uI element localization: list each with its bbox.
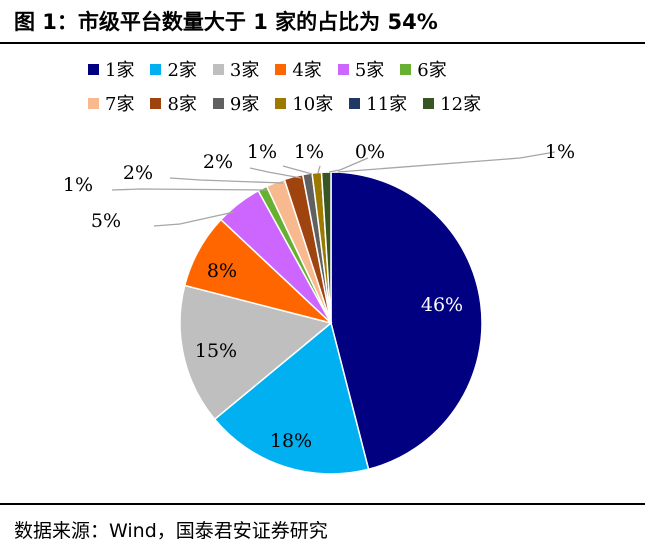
data-label: 18% <box>270 430 312 452</box>
legend-swatch <box>88 63 99 75</box>
legend-swatch <box>150 97 162 109</box>
legend-item: 4家 <box>275 56 322 82</box>
data-label: 5% <box>91 210 121 232</box>
legend-item: 2家 <box>150 56 197 82</box>
leader-line <box>111 188 268 191</box>
legend-swatch <box>212 63 224 75</box>
legend-label: 3家 <box>229 60 260 81</box>
data-label: 1% <box>247 141 277 163</box>
leader-line <box>317 165 321 174</box>
pie-slice <box>213 321 370 475</box>
data-label: 1% <box>63 174 93 196</box>
leader-line <box>328 157 369 173</box>
top-rule <box>0 42 645 44</box>
legend-label: 10家 <box>292 94 334 115</box>
legend-swatch <box>212 97 224 109</box>
legend-swatch <box>400 63 412 75</box>
data-label: 8% <box>207 260 237 282</box>
legend-label: 12家 <box>440 94 482 115</box>
legend-item: 11家 <box>349 90 407 116</box>
leader-line <box>337 151 556 173</box>
data-label: 1% <box>294 141 324 163</box>
legend-label: 7家 <box>105 94 135 115</box>
source-note: 数据来源：Wind，国泰君安证券研究 <box>14 520 328 542</box>
legend-label: 8家 <box>167 94 197 115</box>
legend-item: 5家 <box>337 56 385 82</box>
pie-slice <box>179 284 333 421</box>
legend-label: 6家 <box>417 60 447 81</box>
legend-swatch <box>423 97 435 109</box>
legend-label: 1家 <box>105 60 135 81</box>
data-label: 2% <box>203 151 233 173</box>
pie-slice <box>330 171 483 471</box>
legend-item: 6家 <box>400 56 447 82</box>
data-label: 2% <box>123 162 153 184</box>
data-label: 1% <box>545 141 575 163</box>
legend-label: 5家 <box>354 60 385 81</box>
legend-item: 8家 <box>150 90 197 116</box>
legend-item: 7家 <box>88 90 134 116</box>
legend-swatch <box>275 63 287 75</box>
legend-item: 10家 <box>275 90 333 116</box>
legend-swatch <box>337 63 349 75</box>
bottom-rule <box>0 503 645 505</box>
legend: 1家 2家 3家 4家 5家 6家 7家 8家 9家 10家 11家 12家 <box>88 52 558 120</box>
legend-item: 12家 <box>423 90 481 116</box>
chart-title: 图 1：市级平台数量大于 1 家的占比为 54% <box>14 10 438 34</box>
legend-row-2: 7家 8家 9家 10家 11家 12家 <box>88 86 558 120</box>
legend-label: 4家 <box>292 60 322 81</box>
legend-label: 11家 <box>366 94 408 115</box>
data-label: 0% <box>355 141 385 163</box>
legend-swatch <box>150 63 162 75</box>
leader-line <box>249 167 302 179</box>
legend-label: 2家 <box>167 60 197 81</box>
legend-item: 1家 <box>88 56 134 82</box>
leader-line <box>169 177 284 184</box>
leader-line <box>282 165 313 175</box>
legend-row-1: 1家 2家 3家 4家 5家 6家 <box>88 52 558 86</box>
legend-label: 9家 <box>229 94 260 115</box>
data-label: 46% <box>421 294 463 316</box>
data-label: 15% <box>195 340 237 362</box>
legend-item: 9家 <box>212 90 260 116</box>
legend-swatch <box>349 97 361 109</box>
legend-swatch <box>88 97 99 109</box>
legend-swatch <box>275 97 287 109</box>
legend-item: 3家 <box>212 56 260 82</box>
leader-line <box>153 211 235 227</box>
